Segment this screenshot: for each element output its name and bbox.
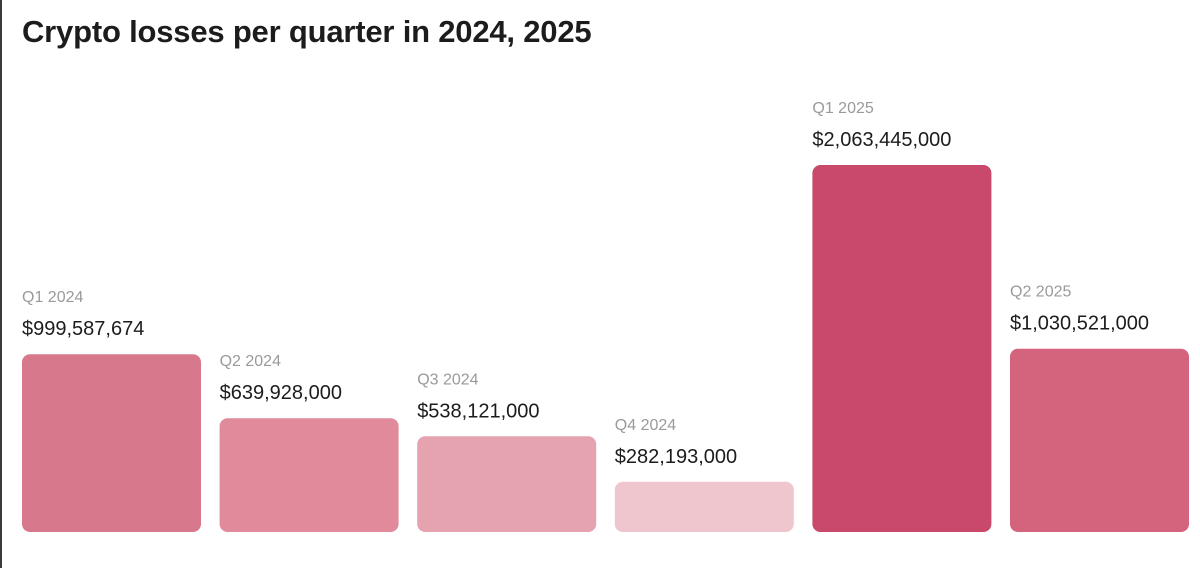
bar-q1-2025 xyxy=(812,165,992,532)
bar-value-label: $2,063,445,000 xyxy=(812,129,951,151)
bar-value-label: $282,193,000 xyxy=(615,446,737,468)
bar-category-label: Q2 2025 xyxy=(1010,284,1071,301)
bar-category-label: Q3 2024 xyxy=(417,371,478,388)
bar-category-label: Q4 2024 xyxy=(615,417,676,434)
bar-category-label: Q1 2025 xyxy=(812,100,873,117)
bar-value-label: $639,928,000 xyxy=(220,382,342,404)
bar-category-label: Q1 2024 xyxy=(22,289,83,306)
bar-q2-2024 xyxy=(219,418,399,532)
bar-value-label: $999,587,674 xyxy=(22,318,144,340)
bar-q1-2024 xyxy=(22,354,201,532)
bar-value-label: $538,121,000 xyxy=(417,400,539,422)
bar-q3-2024 xyxy=(417,436,597,532)
bar-q4-2024 xyxy=(614,481,794,532)
bar-q2-2025 xyxy=(1010,348,1189,532)
bar-category-label: Q2 2024 xyxy=(220,353,281,370)
chart-title: Crypto losses per quarter in 2024, 2025 xyxy=(22,14,592,49)
bar-value-label: $1,030,521,000 xyxy=(1010,313,1149,335)
